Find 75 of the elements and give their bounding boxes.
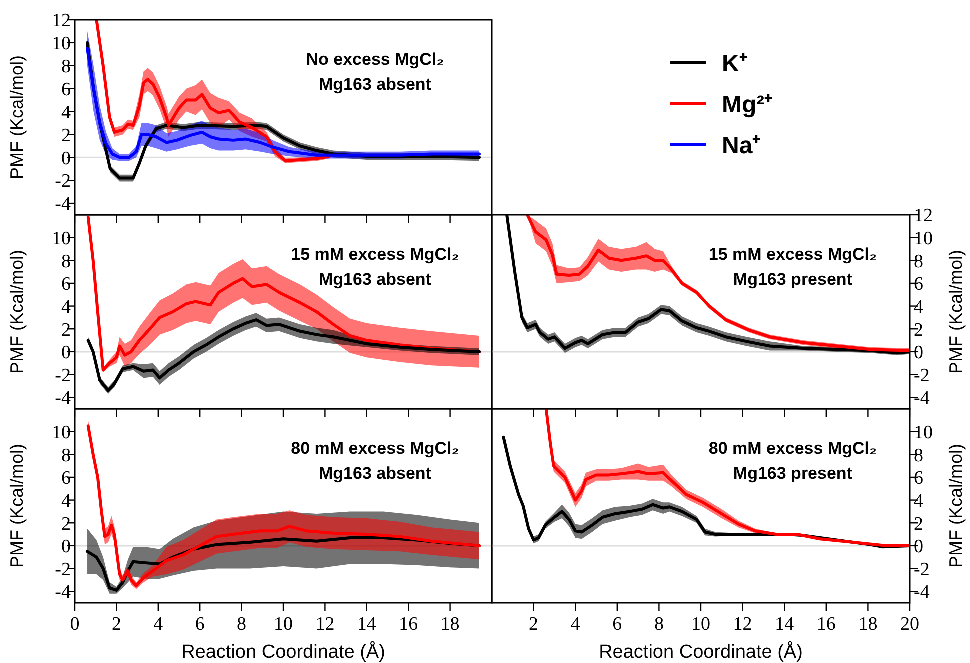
y-tick-label: -2 <box>55 171 71 192</box>
y-tick-label: 2 <box>62 125 71 146</box>
text: Mg163 absent <box>319 464 432 483</box>
legend-label: Na⁺ <box>722 132 761 160</box>
y-axis-title: PMF (Kcal/mol) <box>7 444 27 568</box>
x-tick-label: 8 <box>237 614 247 635</box>
y2-tick-label: -2 <box>914 365 930 386</box>
y-tick-label: 10 <box>52 228 71 250</box>
y-axis-title: PMF (Kcal/mol) <box>7 250 27 374</box>
y2-axis-title: PMF (Kcal/mol) <box>946 444 966 568</box>
y-tick-label: 8 <box>62 251 71 272</box>
y-tick-label: 10 <box>52 34 71 55</box>
y2-tick-label: 2 <box>914 514 924 535</box>
y2-tick-label: 10 <box>914 228 933 250</box>
x-tick-label: 2 <box>112 614 122 635</box>
x-tick-label: 16 <box>399 614 418 635</box>
y2-tick-label: -2 <box>914 559 930 580</box>
y-tick-label: 4 <box>62 102 72 124</box>
x-tick-label: 20 <box>900 614 920 635</box>
x-tick-label: 10 <box>692 614 710 635</box>
x-tick-label: 14 <box>357 614 377 635</box>
x-tick-label: 8 <box>654 614 664 635</box>
y2-tick-label: 12 <box>914 206 933 227</box>
x-tick-label: 14 <box>775 614 795 635</box>
text: 80 mM excess MgCl₂ <box>291 439 460 458</box>
x-tick-label: 18 <box>858 614 878 635</box>
y-tick-label: 4 <box>62 296 72 318</box>
y-tick-label: -2 <box>55 559 71 580</box>
x-axis-title: Reaction Coordinate (Å) <box>182 641 386 663</box>
y-tick-label: -4 <box>55 582 72 604</box>
y2-tick-label: -4 <box>914 388 930 410</box>
y2-tick-label: 4 <box>914 296 924 318</box>
y2-tick-label: 10 <box>914 422 933 444</box>
text: 80 mM excess MgCl₂ <box>708 439 878 458</box>
y-tick-label: -4 <box>55 388 72 410</box>
x-tick-label: 16 <box>816 614 836 635</box>
x-tick-label: 4 <box>570 614 581 635</box>
text: Mg163 present <box>733 270 853 289</box>
x-tick-label: 6 <box>612 614 622 635</box>
y2-tick-label: 8 <box>914 445 924 466</box>
y-tick-label: -4 <box>55 194 72 216</box>
text: Mg163 absent <box>319 75 432 94</box>
y-tick-label: 6 <box>62 468 71 490</box>
x-tick-label: 2 <box>529 614 539 635</box>
y2-tick-label: 8 <box>914 251 924 272</box>
y-tick-label: 12 <box>52 10 71 32</box>
x-tick-label: 6 <box>195 614 205 635</box>
text: Mg163 present <box>733 464 853 483</box>
y-tick-label: 2 <box>62 514 71 535</box>
y-tick-label: 6 <box>62 274 71 296</box>
y-tick-label: 8 <box>62 445 71 466</box>
text: No excess MgCl₂ <box>306 50 444 69</box>
y2-axis-title: PMF (Kcal/mol) <box>946 250 966 374</box>
y-tick-label: 8 <box>62 56 71 78</box>
x-tick-label: 10 <box>274 614 293 635</box>
y-tick-label: 2 <box>62 320 71 341</box>
text: 15 mM excess MgCl₂ <box>708 245 878 264</box>
y-tick-label: 6 <box>62 79 71 100</box>
x-tick-label: 4 <box>154 614 164 635</box>
y2-tick-label: 4 <box>914 490 924 512</box>
y2-tick-label: 2 <box>914 320 924 341</box>
y-tick-label: 0 <box>62 148 71 170</box>
x-axis-title: Reaction Coordinate (Å) <box>599 641 803 663</box>
y-tick-label: 10 <box>52 422 71 444</box>
x-tick-label: 12 <box>733 614 752 635</box>
x-tick-label: 18 <box>440 614 460 635</box>
x-tick-label: 12 <box>316 614 335 635</box>
y2-tick-label: -4 <box>914 582 930 604</box>
text: Mg163 absent <box>319 270 432 289</box>
y-tick-label: 4 <box>62 490 72 512</box>
y-axis-title: PMF (Kcal/mol) <box>7 55 27 180</box>
legend-label: K⁺ <box>722 50 748 78</box>
legend-label: Mg²⁺ <box>722 91 773 118</box>
text: 15 mM excess MgCl₂ <box>291 245 460 264</box>
y-tick-label: -2 <box>55 365 71 386</box>
